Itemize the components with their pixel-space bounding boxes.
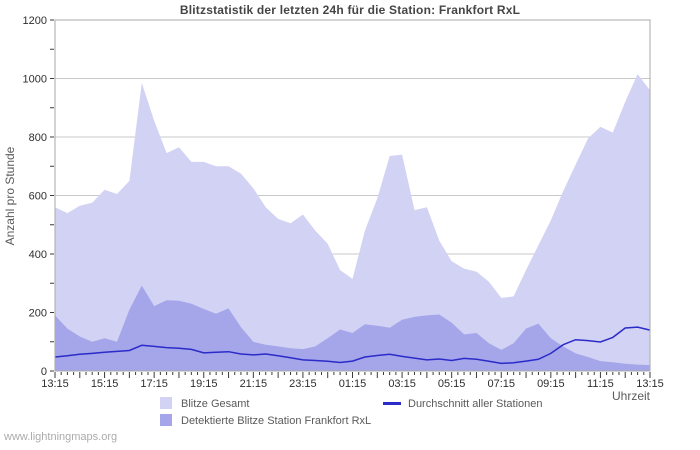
svg-text:800: 800 [29,132,47,144]
svg-text:21:15: 21:15 [240,378,268,390]
svg-text:13:15: 13:15 [636,378,664,390]
legend-swatch-detektierte-blitze [160,414,172,426]
legend-label-durchschnitt: Durchschnitt aller Stationen [408,398,543,410]
svg-text:400: 400 [29,249,47,261]
x-axis-label: Uhrzeit [611,389,650,403]
legend-label-blitze-gesamt: Blitze Gesamt [181,398,250,410]
svg-text:09:15: 09:15 [537,378,565,390]
watermark: www.lightningmaps.org [4,431,118,443]
legend-label-detektierte-blitze: Detektierte Blitze Station Frankfort RxL [181,415,372,427]
svg-text:1000: 1000 [23,74,47,86]
svg-text:01:15: 01:15 [339,378,367,390]
svg-text:07:15: 07:15 [487,378,515,390]
legend-swatch-blitze-gesamt [160,397,172,409]
svg-text:200: 200 [29,308,47,320]
svg-text:0: 0 [41,366,47,378]
chart-title: Blitzstatistik der letzten 24h für die S… [179,3,521,17]
svg-text:600: 600 [29,191,47,203]
svg-text:13:15: 13:15 [41,378,69,390]
legend-swatch-durchschnitt-line [383,402,401,405]
svg-text:23:15: 23:15 [289,378,317,390]
svg-text:15:15: 15:15 [91,378,119,390]
svg-text:17:15: 17:15 [140,378,168,390]
svg-text:03:15: 03:15 [388,378,416,390]
svg-text:1200: 1200 [23,15,47,27]
y-axis-label: Anzahl pro Stunde [3,146,17,246]
svg-text:19:15: 19:15 [190,378,218,390]
svg-text:05:15: 05:15 [438,378,466,390]
svg-text:11:15: 11:15 [587,378,614,390]
